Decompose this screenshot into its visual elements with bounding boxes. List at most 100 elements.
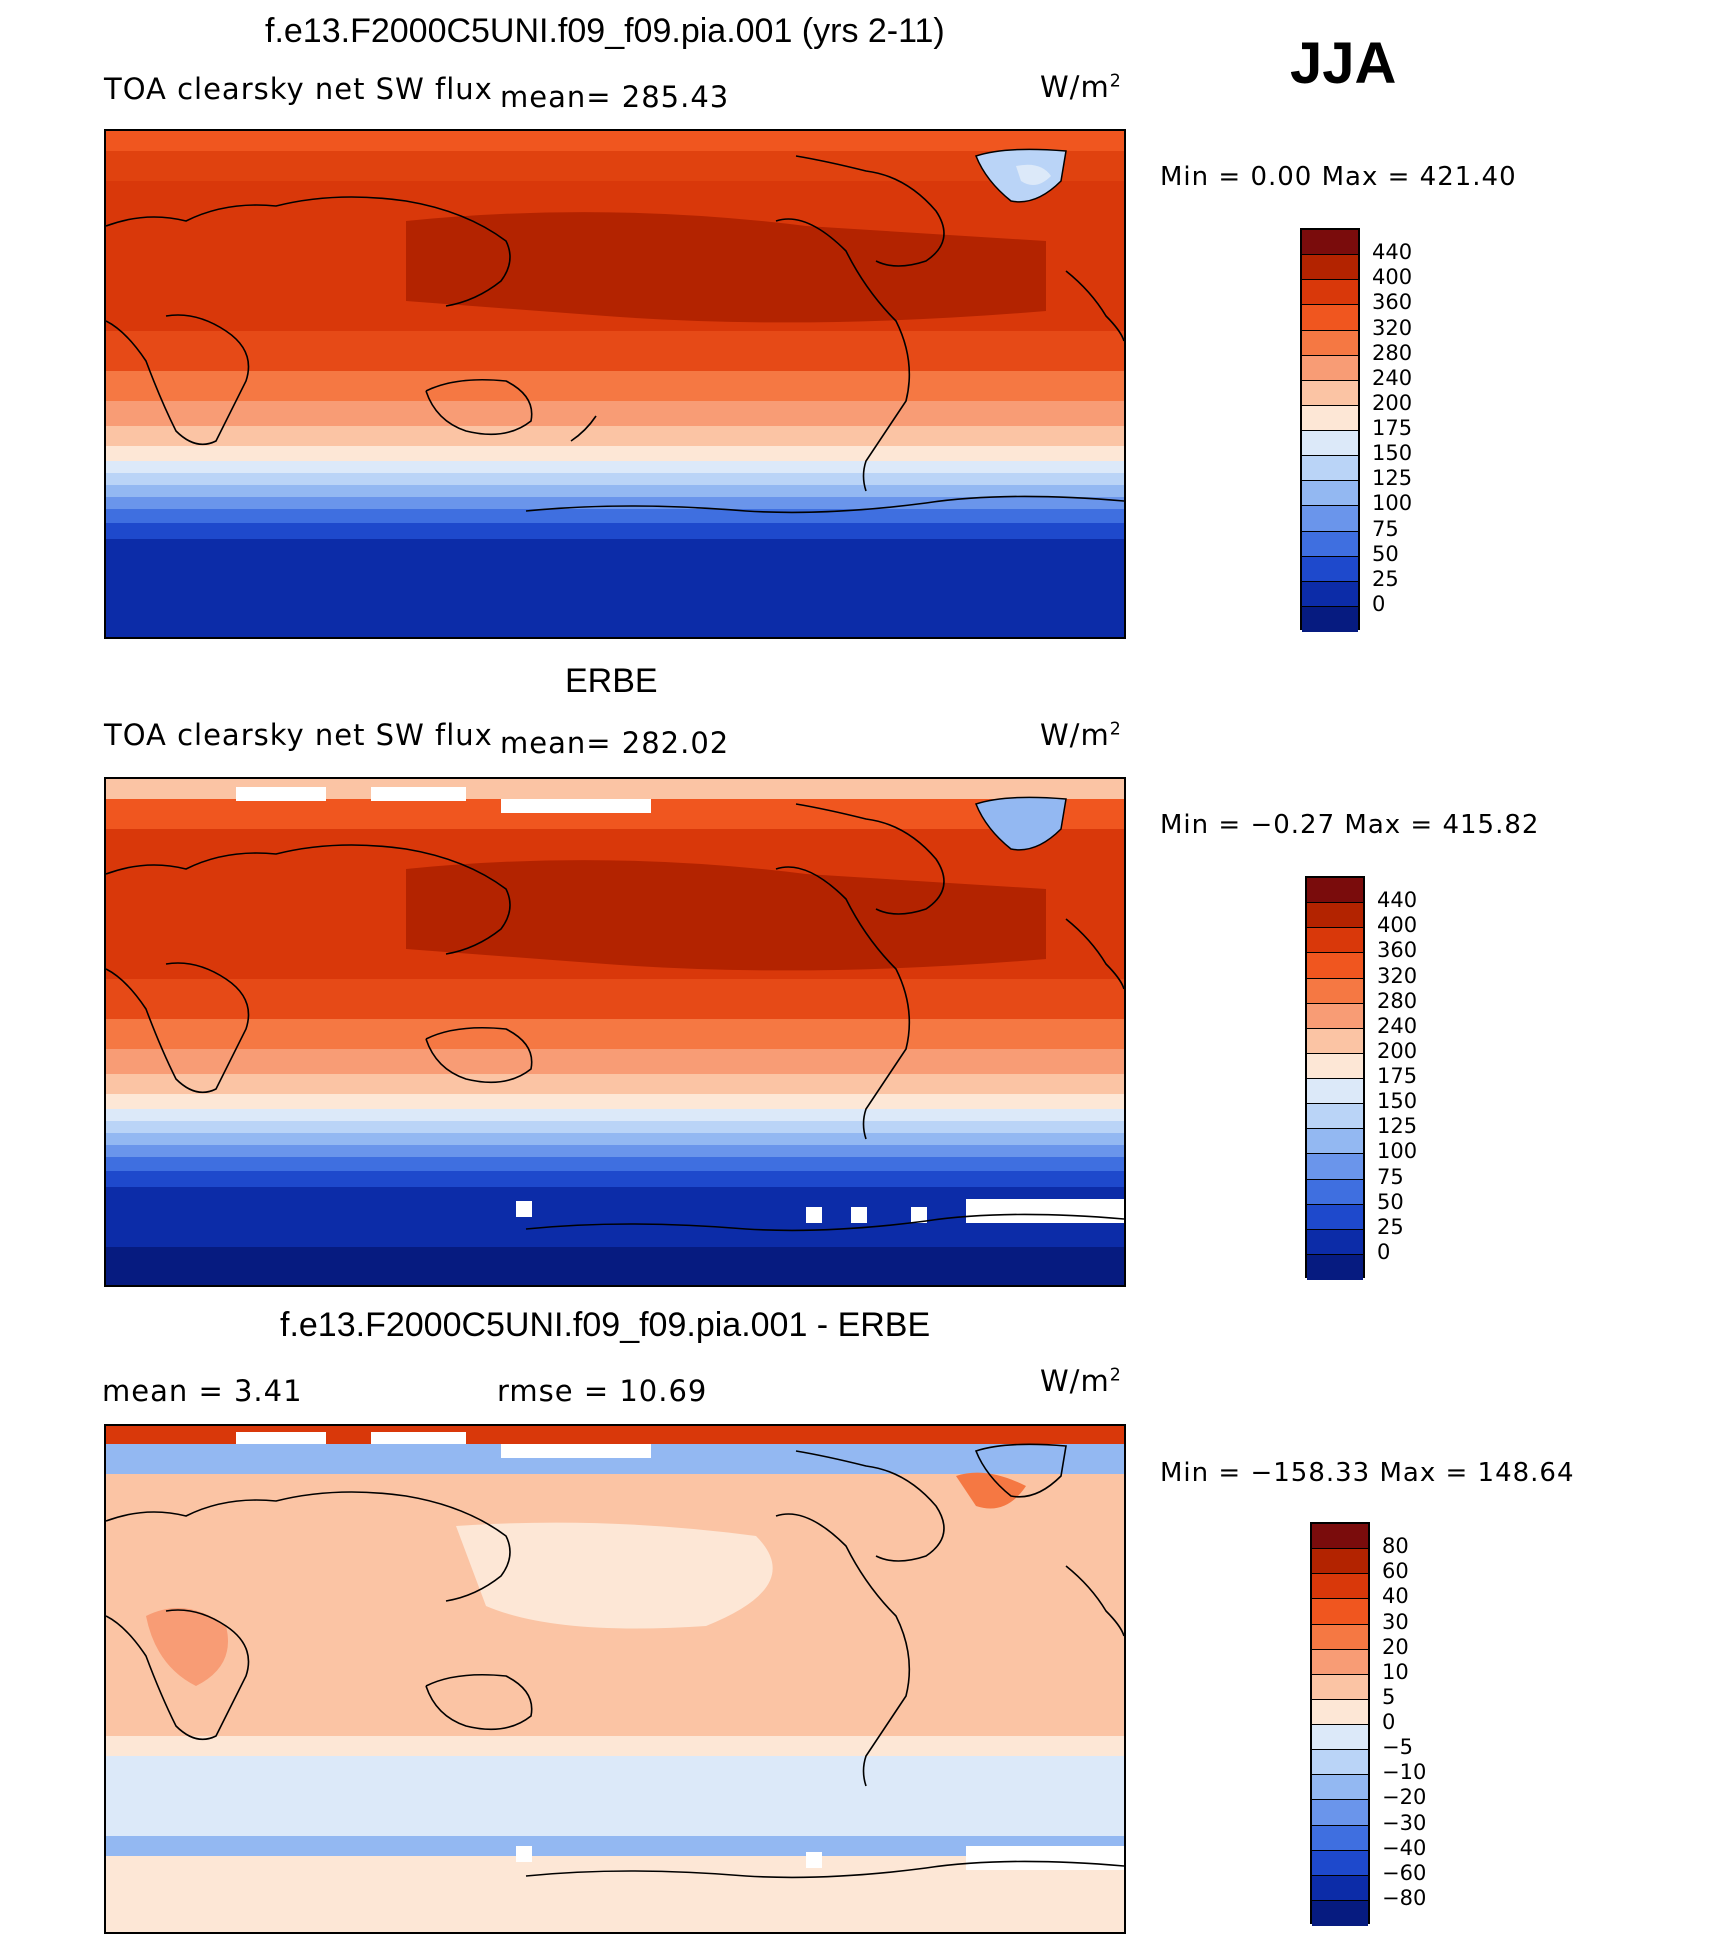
panel3-title: f.e13.F2000C5UNI.f09_f09.pia.001 - ERBE bbox=[280, 1306, 931, 1344]
colorbar-segment bbox=[1312, 1800, 1368, 1826]
colorbar-tick-label: −60 bbox=[1382, 1860, 1427, 1885]
colorbar-tick-label: 280 bbox=[1377, 988, 1418, 1013]
colorbar-tick-label: 400 bbox=[1377, 913, 1418, 938]
colorbar-segment bbox=[1307, 1053, 1363, 1079]
panel2-minmax: Min = −0.27 Max = 415.82 bbox=[1160, 810, 1540, 840]
colorbar-tick-label: −10 bbox=[1382, 1760, 1427, 1785]
colorbar-segment bbox=[1307, 1079, 1363, 1105]
panel1-colorbar bbox=[1300, 228, 1360, 632]
colorbar-segment bbox=[1307, 1104, 1363, 1130]
colorbar-tick-label: 125 bbox=[1377, 1114, 1418, 1139]
panel2-units: W/m2 bbox=[1040, 718, 1122, 752]
colorbar-segment bbox=[1307, 1229, 1363, 1255]
season-label: JJA bbox=[1290, 31, 1397, 96]
colorbar-segment bbox=[1302, 481, 1358, 507]
colorbar-segment bbox=[1302, 456, 1358, 482]
panel1-variable: TOA clearsky net SW flux bbox=[104, 72, 493, 106]
colorbar-segment bbox=[1307, 1028, 1363, 1054]
colorbar-segment bbox=[1312, 1524, 1368, 1550]
colorbar-segment bbox=[1302, 380, 1358, 406]
colorbar-segment bbox=[1312, 1875, 1368, 1901]
colorbar-segment bbox=[1307, 1254, 1363, 1280]
colorbar-tick-label: 30 bbox=[1382, 1609, 1409, 1634]
colorbar-tick-label: 440 bbox=[1372, 240, 1413, 265]
colorbar-segment bbox=[1312, 1574, 1368, 1600]
panel3-minmax: Min = −158.33 Max = 148.64 bbox=[1160, 1458, 1575, 1488]
colorbar-segment bbox=[1312, 1725, 1368, 1751]
colorbar-segment bbox=[1307, 953, 1363, 979]
colorbar-tick-label: 80 bbox=[1382, 1534, 1409, 1559]
colorbar-segment bbox=[1302, 506, 1358, 532]
colorbar-tick-label: 320 bbox=[1372, 315, 1413, 340]
colorbar-tick-label: 200 bbox=[1377, 1038, 1418, 1063]
colorbar-segment bbox=[1312, 1900, 1368, 1926]
colorbar-segment bbox=[1312, 1775, 1368, 1801]
colorbar-segment bbox=[1307, 1003, 1363, 1029]
panel3-contour-field bbox=[106, 1426, 1124, 1932]
colorbar-tick-label: −40 bbox=[1382, 1835, 1427, 1860]
colorbar-segment bbox=[1307, 878, 1363, 904]
panel1-title: f.e13.F2000C5UNI.f09_f09.pia.001 (yrs 2-… bbox=[265, 12, 945, 50]
colorbar-segment bbox=[1307, 1179, 1363, 1205]
colorbar-segment bbox=[1312, 1825, 1368, 1851]
colorbar-tick-label: 0 bbox=[1372, 591, 1386, 616]
panel1-mean: mean= 285.43 bbox=[500, 80, 730, 114]
colorbar-segment bbox=[1302, 531, 1358, 557]
colorbar-tick-label: 360 bbox=[1372, 290, 1413, 315]
colorbar-segment bbox=[1307, 1154, 1363, 1180]
colorbar-segment bbox=[1302, 556, 1358, 582]
colorbar-segment bbox=[1312, 1599, 1368, 1625]
colorbar-segment bbox=[1302, 431, 1358, 457]
colorbar-tick-label: 175 bbox=[1372, 416, 1413, 440]
colorbar-segment bbox=[1302, 230, 1358, 256]
colorbar-tick-label: 0 bbox=[1377, 1239, 1391, 1264]
colorbar-segment bbox=[1302, 405, 1358, 431]
colorbar-segment bbox=[1302, 305, 1358, 331]
panel3-colorbar bbox=[1310, 1522, 1370, 1926]
colorbar-tick-label: 175 bbox=[1377, 1064, 1418, 1088]
colorbar-segment bbox=[1302, 606, 1358, 632]
colorbar-tick-label: 10 bbox=[1382, 1659, 1409, 1684]
colorbar-tick-label: 50 bbox=[1377, 1189, 1404, 1214]
panel3-mean: mean = 3.41 bbox=[102, 1374, 303, 1408]
colorbar-tick-label: 100 bbox=[1377, 1139, 1418, 1164]
colorbar-segment bbox=[1302, 330, 1358, 356]
colorbar-tick-label: 100 bbox=[1372, 491, 1413, 516]
colorbar-segment bbox=[1302, 355, 1358, 381]
colorbar-tick-label: 60 bbox=[1382, 1559, 1409, 1584]
colorbar-tick-label: 50 bbox=[1372, 541, 1399, 566]
colorbar-tick-label: 25 bbox=[1377, 1214, 1404, 1239]
colorbar-tick-label: 200 bbox=[1372, 390, 1413, 415]
colorbar-segment bbox=[1312, 1699, 1368, 1725]
colorbar-segment bbox=[1307, 1129, 1363, 1155]
panel3-rmse: rmse = 10.69 bbox=[497, 1374, 708, 1408]
panel1-minmax: Min = 0.00 Max = 421.40 bbox=[1160, 162, 1517, 192]
colorbar-tick-label: 75 bbox=[1377, 1164, 1404, 1189]
colorbar-segment bbox=[1307, 1204, 1363, 1230]
colorbar-segment bbox=[1312, 1624, 1368, 1650]
colorbar-tick-label: 125 bbox=[1372, 466, 1413, 491]
panel2-colorbar bbox=[1305, 876, 1365, 1280]
colorbar-tick-label: 400 bbox=[1372, 265, 1413, 290]
colorbar-tick-label: 5 bbox=[1382, 1684, 1396, 1709]
colorbar-segment bbox=[1312, 1674, 1368, 1700]
colorbar-tick-label: −80 bbox=[1382, 1885, 1427, 1910]
colorbar-tick-label: 0 bbox=[1382, 1710, 1396, 1734]
colorbar-tick-label: 240 bbox=[1377, 1013, 1418, 1038]
panel3-units: W/m2 bbox=[1040, 1364, 1122, 1398]
colorbar-tick-label: 150 bbox=[1377, 1089, 1418, 1114]
colorbar-segment bbox=[1302, 581, 1358, 607]
colorbar-tick-label: 360 bbox=[1377, 938, 1418, 963]
panel2-map bbox=[104, 777, 1126, 1287]
colorbar-segment bbox=[1312, 1549, 1368, 1575]
colorbar-segment bbox=[1312, 1649, 1368, 1675]
colorbar-tick-label: 440 bbox=[1377, 888, 1418, 913]
colorbar-tick-label: 25 bbox=[1372, 566, 1399, 591]
colorbar-segment bbox=[1307, 903, 1363, 929]
colorbar-segment bbox=[1307, 928, 1363, 954]
colorbar-tick-label: 40 bbox=[1382, 1584, 1409, 1609]
colorbar-segment bbox=[1307, 978, 1363, 1004]
colorbar-tick-label: −30 bbox=[1382, 1810, 1427, 1835]
panel1-map bbox=[104, 129, 1126, 639]
panel2-mean: mean= 282.02 bbox=[500, 726, 730, 760]
